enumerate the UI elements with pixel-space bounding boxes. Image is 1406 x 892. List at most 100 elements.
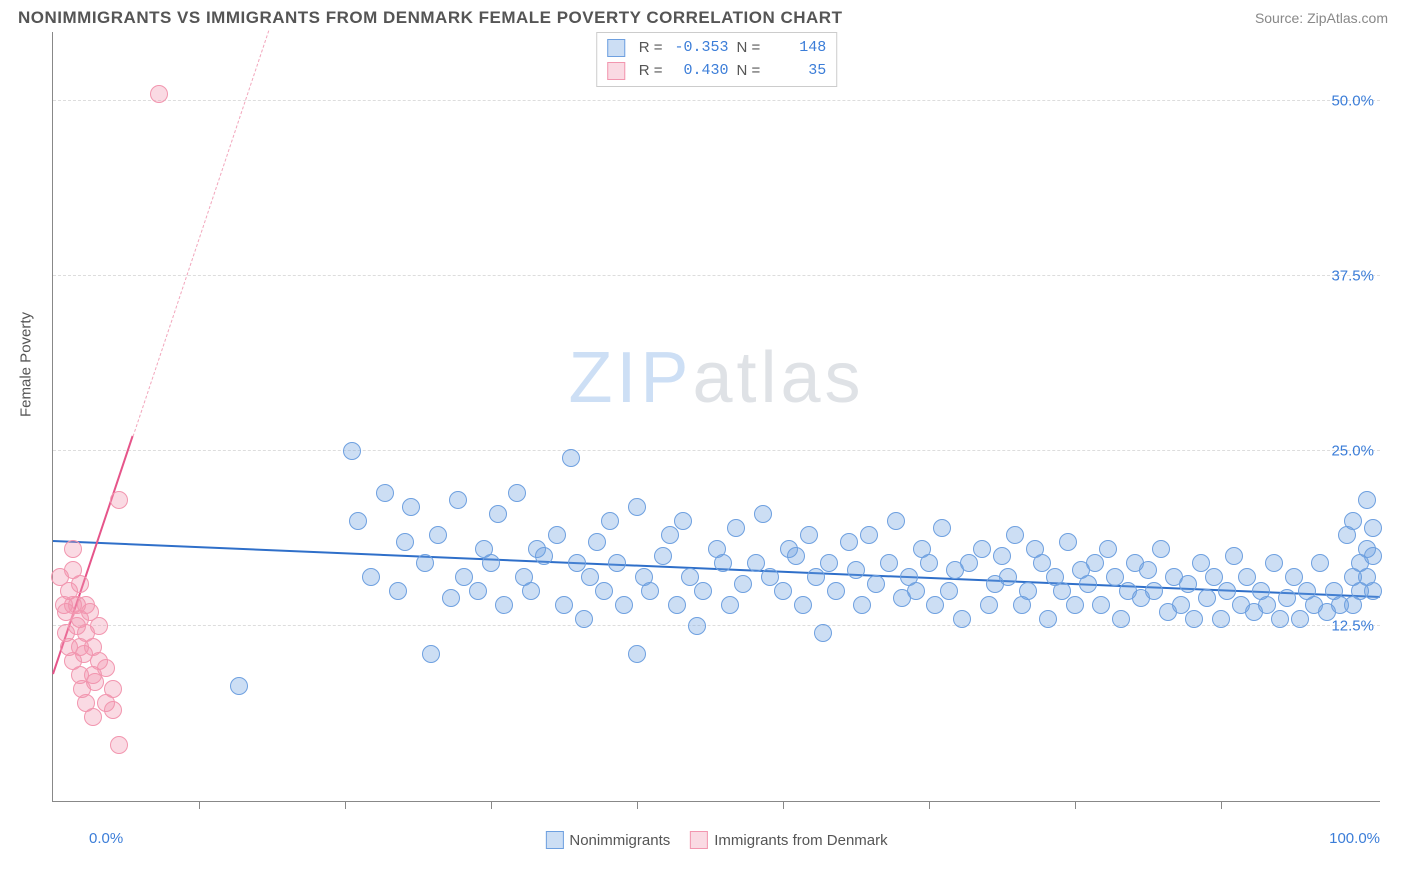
- data-point: [1225, 547, 1243, 565]
- y-axis-label: Female Poverty: [18, 312, 35, 417]
- data-point: [860, 526, 878, 544]
- data-point: [588, 533, 606, 551]
- data-point: [343, 442, 361, 460]
- data-point: [933, 519, 951, 537]
- watermark: ZIPatlas: [568, 337, 864, 419]
- data-point: [674, 512, 692, 530]
- data-point: [64, 540, 82, 558]
- data-point: [1364, 582, 1382, 600]
- data-point: [980, 596, 998, 614]
- data-point: [150, 85, 168, 103]
- data-point: [1112, 610, 1130, 628]
- data-point: [429, 526, 447, 544]
- legend-item-immigrants: Immigrants from Denmark: [690, 831, 887, 849]
- swatch-nonimmigrants: [607, 39, 625, 57]
- data-point: [230, 677, 248, 695]
- data-point: [104, 680, 122, 698]
- data-point: [90, 617, 108, 635]
- data-point: [601, 512, 619, 530]
- x-axis-max-label: 100.0%: [1329, 830, 1380, 847]
- data-point: [800, 526, 818, 544]
- legend-label: Nonimmigrants: [569, 832, 670, 849]
- data-point: [734, 575, 752, 593]
- x-tick: [491, 801, 492, 809]
- data-point: [999, 568, 1017, 586]
- data-point: [1059, 533, 1077, 551]
- data-point: [714, 554, 732, 572]
- data-point: [1079, 575, 1097, 593]
- data-point: [71, 575, 89, 593]
- data-point: [376, 484, 394, 502]
- data-point: [1344, 512, 1362, 530]
- data-point: [920, 554, 938, 572]
- data-point: [694, 582, 712, 600]
- data-point: [522, 582, 540, 600]
- scatter-plot-area: ZIPatlas R = -0.353 N = 148 R = 0.430 N …: [52, 32, 1380, 802]
- data-point: [1364, 519, 1382, 537]
- data-point: [469, 582, 487, 600]
- swatch-nonimmigrants: [545, 831, 563, 849]
- data-point: [508, 484, 526, 502]
- data-point: [1364, 547, 1382, 565]
- data-point: [1092, 596, 1110, 614]
- data-point: [595, 582, 613, 600]
- grid-line: [53, 275, 1380, 276]
- data-point: [1145, 582, 1163, 600]
- bottom-legend: Nonimmigrants Immigrants from Denmark: [545, 831, 887, 849]
- data-point: [1265, 554, 1283, 572]
- data-point: [820, 554, 838, 572]
- data-point: [1179, 575, 1197, 593]
- data-point: [1212, 610, 1230, 628]
- x-tick: [1221, 801, 1222, 809]
- swatch-immigrants: [690, 831, 708, 849]
- data-point: [807, 568, 825, 586]
- data-point: [608, 554, 626, 572]
- data-point: [827, 582, 845, 600]
- y-tick-label: 37.5%: [1331, 268, 1374, 285]
- x-tick: [929, 801, 930, 809]
- data-point: [1185, 610, 1203, 628]
- data-point: [442, 589, 460, 607]
- data-point: [97, 659, 115, 677]
- data-point: [402, 498, 420, 516]
- data-point: [853, 596, 871, 614]
- data-point: [628, 645, 646, 663]
- data-point: [615, 596, 633, 614]
- y-tick-label: 50.0%: [1331, 93, 1374, 110]
- data-point: [661, 526, 679, 544]
- data-point: [887, 512, 905, 530]
- data-point: [641, 582, 659, 600]
- chart-title: NONIMMIGRANTS VS IMMIGRANTS FROM DENMARK…: [18, 8, 842, 28]
- data-point: [774, 582, 792, 600]
- data-point: [489, 505, 507, 523]
- data-point: [1311, 554, 1329, 572]
- data-point: [721, 596, 739, 614]
- data-point: [1086, 554, 1104, 572]
- data-point: [1198, 589, 1216, 607]
- swatch-immigrants: [607, 62, 625, 80]
- data-point: [926, 596, 944, 614]
- x-tick: [199, 801, 200, 809]
- data-point: [84, 708, 102, 726]
- data-point: [1139, 561, 1157, 579]
- data-point: [840, 533, 858, 551]
- data-point: [688, 617, 706, 635]
- grid-line: [53, 450, 1380, 451]
- data-point: [847, 561, 865, 579]
- data-point: [953, 610, 971, 628]
- data-point: [495, 596, 513, 614]
- data-point: [814, 624, 832, 642]
- x-tick: [345, 801, 346, 809]
- data-point: [867, 575, 885, 593]
- x-tick: [783, 801, 784, 809]
- data-point: [668, 596, 686, 614]
- data-point: [575, 610, 593, 628]
- data-point: [1099, 540, 1117, 558]
- data-point: [1066, 596, 1084, 614]
- data-point: [1271, 610, 1289, 628]
- data-point: [940, 582, 958, 600]
- data-point: [110, 736, 128, 754]
- data-point: [1152, 540, 1170, 558]
- x-tick: [1075, 801, 1076, 809]
- legend-label: Immigrants from Denmark: [714, 832, 887, 849]
